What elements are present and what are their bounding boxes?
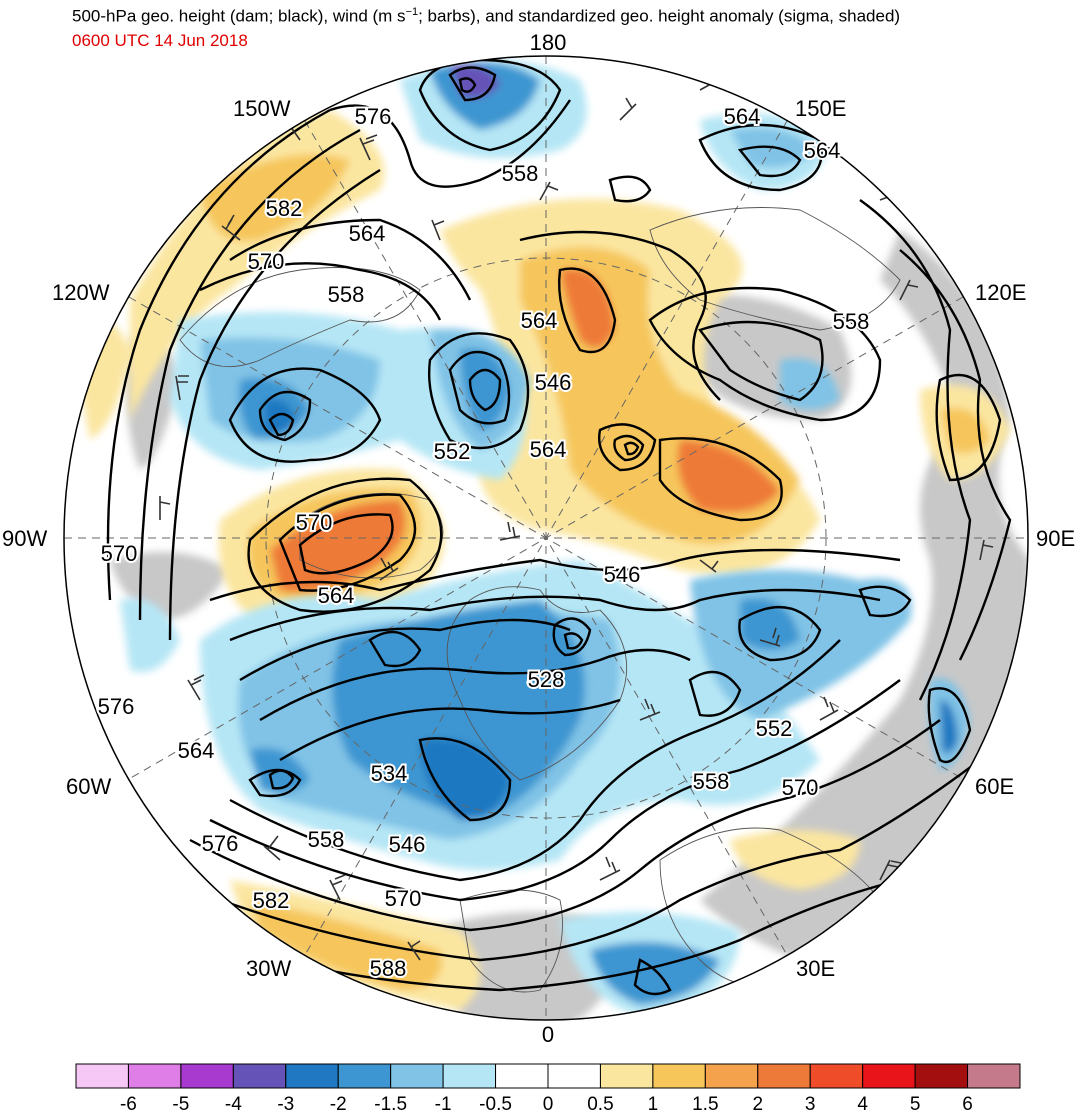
contour-label: 576: [98, 694, 135, 719]
contour-label: 546: [389, 832, 426, 857]
anomaly-shading: [64, 56, 1028, 1020]
lon-label-30w: 30W: [246, 956, 291, 981]
contour-label: 564: [521, 308, 558, 333]
colorbar-label: -1.5: [374, 1094, 407, 1112]
colorbar-box: [127, 1063, 182, 1089]
contour-labels: 576 564 564 558 582 564 570 558 564 558 546 552 564 5…: [96, 102, 872, 983]
colorbar-label: 3: [805, 1094, 816, 1112]
colorbar-box: [809, 1063, 864, 1089]
contour-label: 564: [178, 738, 215, 763]
colorbar-label: -0.5: [479, 1094, 512, 1112]
title-part-a: 500-hPa geo. height (dam; black), wind (…: [72, 6, 406, 26]
title-part-b: ; barbs), and standardized geo. height a…: [418, 6, 901, 26]
colorbar-box: [652, 1063, 706, 1089]
map-title: 500-hPa geo. height (dam; black), wind (…: [72, 6, 900, 27]
colorbar-box: [75, 1063, 129, 1089]
lon-label-180: 180: [530, 30, 567, 55]
contour-label: 552: [434, 439, 471, 464]
contour-label: 564: [318, 583, 355, 608]
colorbar-label: 1.5: [692, 1094, 718, 1112]
colorbar-box: [599, 1063, 654, 1089]
contour-label: 570: [296, 510, 333, 535]
colorbar-box: [547, 1063, 601, 1089]
contour-label: 558: [693, 769, 730, 794]
colorbar-box: [967, 1063, 1021, 1089]
colorbar-box: [390, 1063, 444, 1089]
title-superscript: −1: [405, 6, 419, 18]
contour-label: 552: [756, 716, 793, 741]
colorbar-box: [757, 1063, 811, 1089]
lon-label-150w: 150W: [233, 96, 291, 121]
contour-label: 534: [371, 761, 408, 786]
lon-label-30e: 30E: [796, 956, 835, 981]
longitude-labels: 180 150W 150E 120W 120E 90W 90E 60W 60E …: [2, 30, 1075, 1047]
colorbar-label: 0.5: [587, 1094, 613, 1112]
lon-label-0: 0: [542, 1022, 554, 1047]
contour-label: 564: [724, 104, 761, 129]
colorbar-box: [232, 1063, 287, 1089]
colorbar: -6 -5 -4 -3 -2 -1.5 -1 -0.5 0 0.5 1 1.5 2 3 4 5 6: [75, 1063, 1021, 1112]
colorbar-box: [914, 1063, 969, 1089]
contour-label: 558: [502, 161, 539, 186]
contour-label: 564: [530, 437, 567, 462]
colorbar-label: -2: [330, 1094, 347, 1112]
contour-label: 576: [202, 831, 239, 856]
colorbar-box: [495, 1063, 549, 1089]
colorbar-box: [442, 1063, 497, 1089]
lon-label-60e: 60E: [975, 774, 1014, 799]
contour-label: 570: [385, 886, 422, 911]
lon-label-120w: 120W: [52, 280, 110, 305]
map-border: [63, 55, 1029, 1021]
contour-label: 582: [266, 196, 303, 221]
lon-label-60w: 60W: [66, 774, 111, 799]
colorbar-box: [704, 1063, 759, 1089]
colorbar-box: [337, 1063, 392, 1089]
contour-label: 558: [833, 309, 870, 334]
contour-label: 558: [308, 827, 345, 852]
contour-label: 588: [370, 956, 407, 981]
contour-label: 570: [101, 541, 138, 566]
colorbar-box: [862, 1063, 916, 1089]
contour-label: 564: [804, 138, 841, 163]
contour-label: 570: [782, 775, 819, 800]
contour-label: 546: [604, 562, 641, 587]
colorbar-label: 1: [648, 1094, 659, 1112]
contour-label: 576: [355, 104, 392, 129]
contour-label: 528: [528, 667, 565, 692]
contour-label: 570: [248, 249, 285, 274]
colorbar-label: -5: [172, 1094, 189, 1112]
lon-label-150e: 150E: [795, 96, 846, 121]
colorbar-label: 0: [543, 1094, 554, 1112]
valid-time: 0600 UTC 14 Jun 2018: [72, 31, 248, 50]
colorbar-label: 2: [752, 1094, 763, 1112]
contour-label: 582: [253, 888, 290, 913]
colorbar-box: [285, 1063, 339, 1089]
lon-label-90w: 90W: [2, 526, 47, 551]
contour-label: 564: [349, 221, 386, 246]
colorbar-box: [180, 1063, 234, 1089]
colorbar-label: -3: [277, 1094, 294, 1112]
lon-label-90e: 90E: [1036, 526, 1075, 551]
colorbar-label: 5: [910, 1094, 921, 1112]
colorbar-label: 4: [857, 1094, 868, 1112]
contour-label: 546: [535, 370, 572, 395]
colorbar-label: -1: [435, 1094, 452, 1112]
lon-label-120e: 120E: [975, 280, 1026, 305]
height-contours: [106, 58, 1012, 996]
contour-label: 558: [328, 282, 365, 307]
colorbar-label: -6: [120, 1094, 137, 1112]
colorbar-label: 6: [962, 1094, 973, 1112]
colorbar-label: -4: [225, 1094, 242, 1112]
